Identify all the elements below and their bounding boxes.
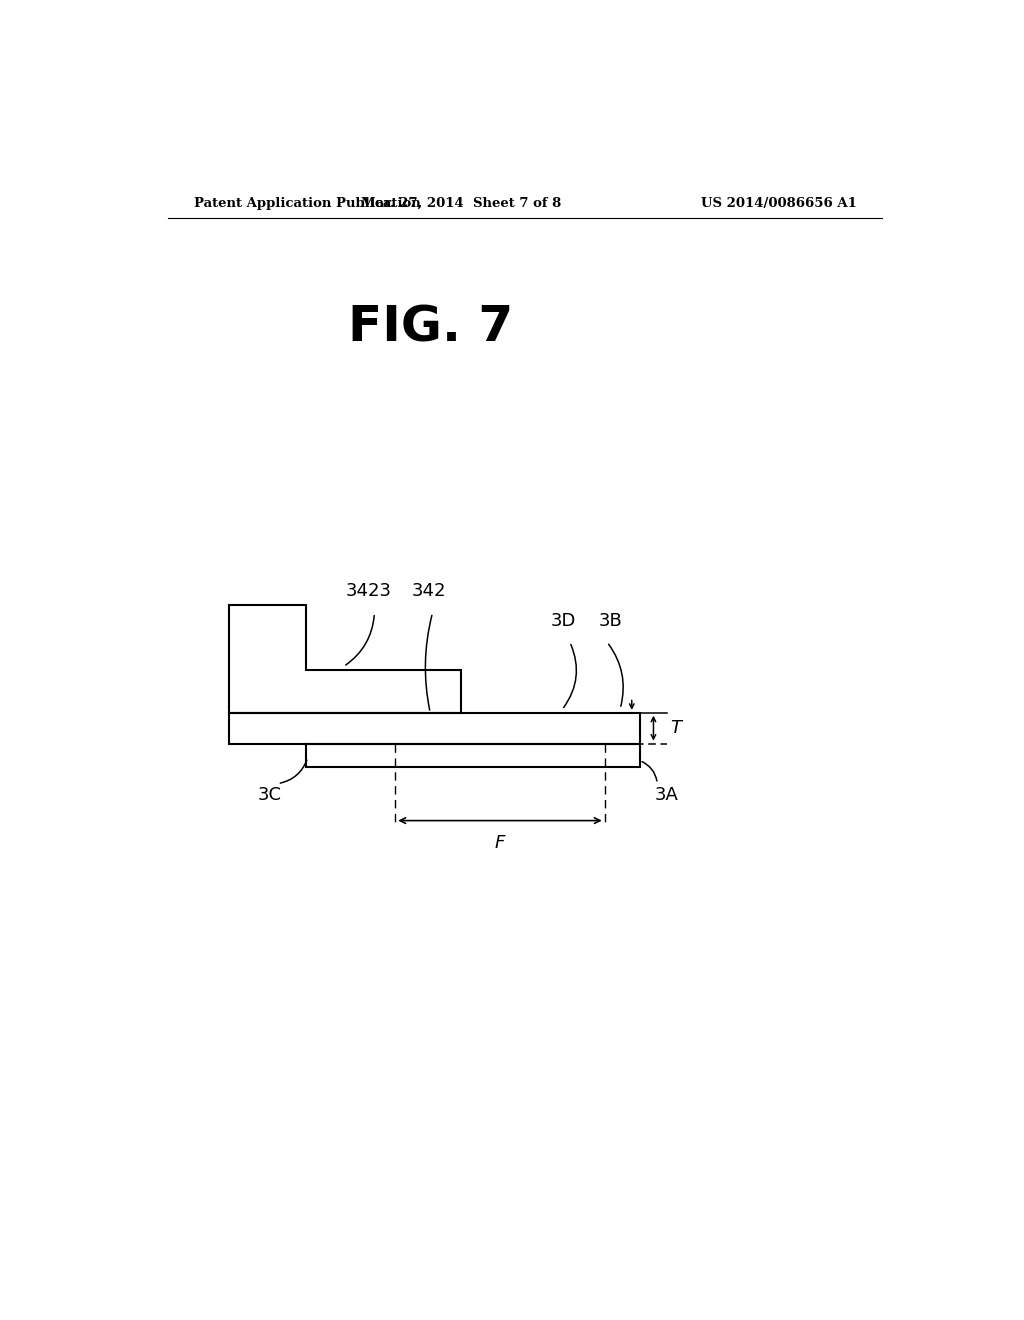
Text: Mar. 27, 2014  Sheet 7 of 8: Mar. 27, 2014 Sheet 7 of 8 bbox=[361, 197, 561, 210]
Text: US 2014/0086656 A1: US 2014/0086656 A1 bbox=[700, 197, 856, 210]
Text: 3D: 3D bbox=[551, 611, 577, 630]
Text: Patent Application Publication: Patent Application Publication bbox=[194, 197, 421, 210]
Text: 3423: 3423 bbox=[345, 582, 391, 599]
Text: 342: 342 bbox=[412, 582, 445, 599]
Text: 3C: 3C bbox=[258, 785, 282, 804]
Text: 3B: 3B bbox=[598, 611, 623, 630]
Text: 3A: 3A bbox=[655, 785, 679, 804]
Text: T: T bbox=[671, 719, 682, 737]
Text: FIG. 7: FIG. 7 bbox=[347, 304, 513, 352]
Text: F: F bbox=[495, 834, 505, 853]
